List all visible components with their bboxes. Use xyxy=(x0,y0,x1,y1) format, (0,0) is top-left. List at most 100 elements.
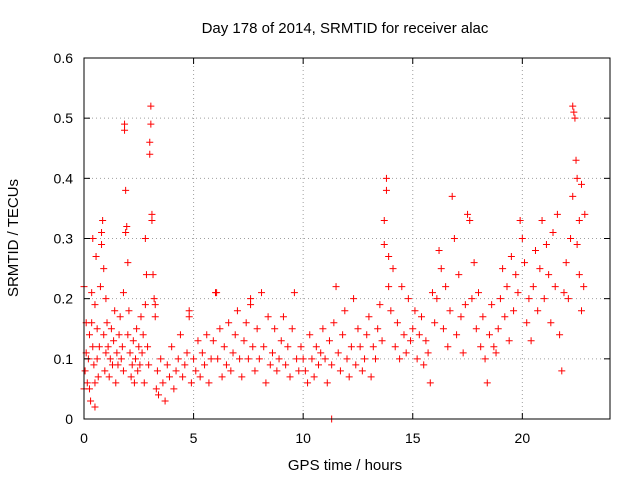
data-point-marker xyxy=(153,367,161,375)
data-point-marker xyxy=(464,210,472,218)
data-point-marker xyxy=(102,349,110,357)
data-point-marker xyxy=(407,337,415,345)
data-point-marker xyxy=(496,295,504,303)
data-point-marker xyxy=(101,367,109,375)
data-point-marker xyxy=(569,102,577,110)
data-point-marker xyxy=(142,271,150,279)
data-point-marker xyxy=(521,259,529,267)
data-point-marker xyxy=(279,313,287,321)
data-point-marker xyxy=(149,271,157,279)
data-point-marker xyxy=(556,331,564,339)
data-point-marker xyxy=(312,343,320,351)
data-point-marker xyxy=(306,331,314,339)
data-point-marker xyxy=(352,361,360,369)
data-point-marker xyxy=(151,301,159,309)
data-point-marker xyxy=(510,307,518,315)
data-point-marker xyxy=(415,331,423,339)
data-point-marker xyxy=(505,337,513,345)
data-point-marker xyxy=(218,373,226,381)
data-point-marker xyxy=(150,295,158,303)
x-tick-label: 15 xyxy=(405,430,421,446)
data-point-marker xyxy=(220,343,228,351)
data-point-marker xyxy=(492,349,500,357)
data-point-marker xyxy=(151,313,159,321)
data-point-marker xyxy=(192,367,200,375)
data-point-marker xyxy=(503,283,511,291)
data-point-marker xyxy=(404,295,412,303)
data-point-marker xyxy=(385,283,393,291)
data-point-marker xyxy=(214,355,222,363)
x-axis-label: GPS time / hours xyxy=(288,457,402,474)
data-point-marker xyxy=(264,313,272,321)
data-point-marker xyxy=(347,343,355,351)
data-point-marker xyxy=(450,235,458,242)
data-point-marker xyxy=(470,259,478,267)
data-point-marker xyxy=(308,355,316,363)
data-point-marker xyxy=(198,349,206,357)
data-point-marker xyxy=(119,289,127,297)
data-point-marker xyxy=(549,228,557,236)
data-point-marker xyxy=(367,373,375,381)
data-point-marker xyxy=(100,331,108,339)
data-point-marker xyxy=(247,295,255,303)
data-point-marker xyxy=(581,210,589,218)
data-point-marker xyxy=(91,403,99,411)
data-point-marker xyxy=(262,379,270,387)
data-point-marker xyxy=(580,283,588,291)
data-point-marker xyxy=(418,313,426,321)
data-point-marker xyxy=(118,343,126,351)
data-point-marker xyxy=(459,349,467,357)
data-point-marker xyxy=(365,313,373,321)
data-point-marker xyxy=(501,313,509,321)
data-point-marker xyxy=(290,289,298,297)
data-point-marker xyxy=(236,355,244,363)
data-point-marker xyxy=(145,361,153,369)
data-point-marker xyxy=(117,355,125,363)
data-point-marker xyxy=(139,331,147,339)
data-point-marker xyxy=(196,373,204,381)
x-tick-label: 20 xyxy=(515,430,531,446)
data-point-marker xyxy=(382,186,390,194)
data-point-marker xyxy=(273,367,281,375)
data-point-marker xyxy=(112,379,120,387)
chart-title: Day 178 of 2014, SRMTID for receiver ala… xyxy=(202,20,489,37)
data-point-marker xyxy=(578,307,586,315)
data-point-marker xyxy=(229,349,237,357)
data-point-marker xyxy=(89,343,97,351)
data-point-marker xyxy=(356,343,364,351)
data-point-marker xyxy=(426,379,434,387)
data-point-marker xyxy=(481,355,489,363)
data-point-marker xyxy=(157,355,165,363)
data-point-marker xyxy=(116,313,124,321)
data-point-marker xyxy=(345,373,353,381)
data-point-marker xyxy=(81,367,89,375)
data-point-marker xyxy=(100,265,108,273)
data-point-marker xyxy=(205,379,213,387)
data-point-marker xyxy=(453,331,461,339)
data-point-marker xyxy=(525,295,533,303)
data-point-marker xyxy=(98,228,106,236)
data-point-marker xyxy=(148,210,156,218)
data-point-marker xyxy=(88,319,96,327)
data-point-marker xyxy=(99,216,107,224)
data-point-marker xyxy=(446,307,454,315)
y-tick-label: 0.5 xyxy=(54,110,74,126)
data-point-marker xyxy=(91,301,99,309)
data-point-marker xyxy=(516,216,524,224)
data-point-marker xyxy=(371,355,379,363)
data-point-marker xyxy=(413,355,421,363)
data-point-marker xyxy=(93,325,101,333)
data-point-marker xyxy=(398,283,406,291)
data-point-marker xyxy=(238,373,246,381)
data-point-marker xyxy=(88,289,96,297)
data-point-marker xyxy=(534,307,542,315)
data-point-marker xyxy=(207,355,215,363)
data-points xyxy=(80,102,589,423)
data-point-marker xyxy=(130,379,138,387)
data-point-marker xyxy=(325,337,333,345)
data-point-marker xyxy=(93,355,101,363)
data-point-marker xyxy=(336,367,344,375)
data-point-marker xyxy=(127,373,135,381)
data-point-marker xyxy=(573,174,581,182)
